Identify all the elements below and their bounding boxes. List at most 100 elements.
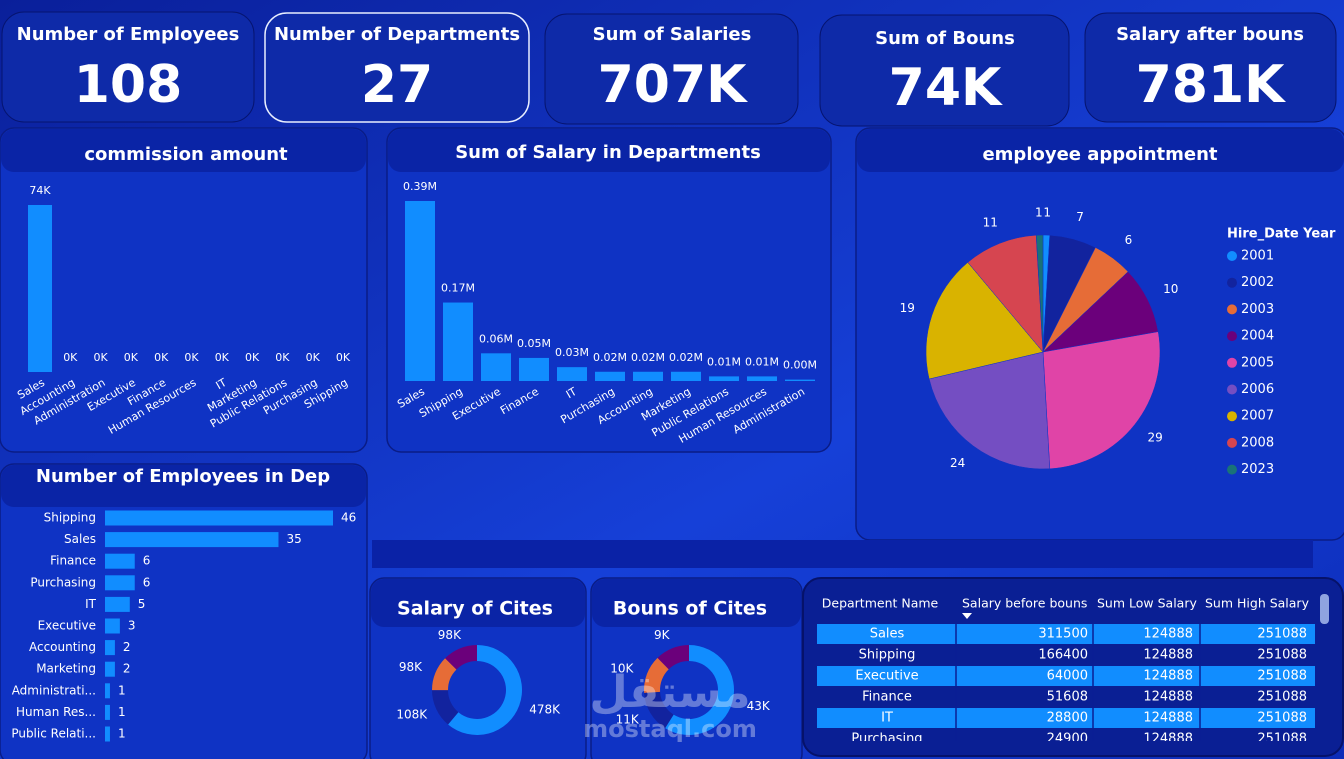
legend-label: 2002 [1241, 275, 1274, 290]
table-cell: 124888 [1143, 711, 1193, 726]
bar [105, 661, 115, 677]
data-label: 108K [396, 708, 428, 722]
panel-header [388, 129, 830, 172]
data-label: 0K [275, 351, 290, 364]
data-label: 24 [950, 456, 965, 470]
legend-label: 2023 [1241, 462, 1274, 477]
table-cell: 124888 [1143, 732, 1193, 747]
bar [595, 371, 625, 381]
y-tick-label: IT [85, 597, 97, 611]
kpi-value: 707K [598, 55, 749, 115]
data-label: 0K [93, 351, 108, 364]
data-label: 0.06M [479, 332, 513, 345]
legend-marker [1227, 357, 1237, 368]
legend-label: 2003 [1241, 302, 1274, 317]
data-label: 0.00M [783, 359, 817, 372]
kpi-value: 74K [889, 58, 1003, 118]
table-cell: Finance [862, 690, 912, 705]
data-label: 98K [399, 660, 423, 674]
data-label: 0K [154, 351, 169, 364]
legend-title: Hire_Date Year [1227, 227, 1336, 242]
watermark-text: mostaql.com [583, 715, 757, 743]
bar [105, 596, 130, 612]
donut-slice [644, 691, 674, 729]
data-label: 6 [1125, 233, 1133, 247]
y-tick-label: Administrati... [12, 683, 96, 697]
legend-marker [1227, 251, 1237, 261]
data-label: 2 [123, 662, 131, 676]
bar [519, 357, 549, 381]
legend-label: 2008 [1241, 435, 1274, 450]
bar [105, 704, 110, 720]
data-label: 43K [747, 699, 771, 713]
data-label: 35 [286, 532, 301, 546]
data-label: 0K [63, 351, 78, 364]
data-label: 0K [124, 351, 139, 364]
kpi-title: Sum of Salaries [593, 24, 752, 45]
table-cell: IT [881, 711, 893, 726]
y-tick-label: Finance [50, 554, 96, 568]
y-tick-label: Accounting [29, 640, 96, 654]
data-label: 2 [123, 640, 131, 654]
bar [28, 205, 52, 372]
donut-slice [665, 645, 734, 735]
y-tick-label: Shipping [44, 511, 96, 525]
data-label: 19 [900, 301, 915, 315]
bar [105, 726, 110, 742]
panel-header [857, 129, 1344, 172]
data-label: 0K [184, 351, 199, 364]
chart-title: Sum of Salary in Departments [455, 142, 761, 163]
bar [747, 376, 777, 381]
donut-slice [445, 645, 477, 670]
data-label: 10 [1163, 282, 1178, 296]
table-cell: 124888 [1143, 690, 1193, 705]
legend-marker [1227, 331, 1237, 342]
table-row-highlight [817, 708, 1315, 728]
chart-title: Number of Employees in Dep [36, 466, 330, 487]
pie-slice [1035, 234, 1044, 353]
kpi-title: Number of Departments [274, 24, 520, 45]
kpi-value: 27 [361, 55, 433, 115]
y-tick-label: Sales [64, 532, 96, 546]
data-label: 0K [245, 351, 260, 364]
kpi-card [544, 13, 799, 125]
bar [481, 353, 511, 381]
kpi-card [819, 14, 1070, 127]
data-label: 0K [306, 351, 321, 364]
pie-slice [967, 234, 1044, 353]
data-label: 478K [529, 703, 561, 717]
pie-slice [925, 262, 1044, 380]
legend-marker [1227, 304, 1237, 315]
table-header: Sum High Salary [1205, 596, 1310, 611]
table-header: Sum Low Salary [1097, 596, 1197, 611]
donut-slice [432, 690, 459, 725]
panel-header [1, 465, 366, 507]
data-label: 46 [341, 511, 356, 525]
data-label: 98K [438, 628, 462, 642]
data-label: 1 [118, 683, 126, 697]
table-cell: 251088 [1257, 648, 1307, 663]
data-label: 6 [143, 554, 151, 568]
data-label: 0.17M [441, 282, 475, 295]
bar [633, 371, 663, 381]
chart-title: Salary of Cites [397, 598, 553, 620]
legend-marker [1227, 437, 1237, 448]
bar [709, 376, 739, 381]
legend-label: 2001 [1241, 249, 1274, 264]
kpi-card [264, 12, 530, 123]
kpi-title: Sum of Bouns [875, 28, 1015, 49]
table-cell: Sales [870, 627, 905, 642]
legend-label: 2006 [1241, 382, 1274, 397]
watermark-text: مستقل [590, 667, 751, 718]
data-label: 7 [1076, 210, 1084, 224]
table-cell: 251088 [1257, 627, 1307, 642]
bar [405, 201, 435, 381]
bar [105, 532, 279, 548]
data-label: 0.02M [631, 351, 665, 364]
pie-slice [928, 351, 1051, 470]
table-header: Department Name [822, 596, 939, 611]
kpi-title: Number of Employees [17, 24, 240, 45]
panel-header [1, 129, 366, 172]
bar [105, 618, 120, 634]
data-label: 6 [143, 575, 151, 589]
